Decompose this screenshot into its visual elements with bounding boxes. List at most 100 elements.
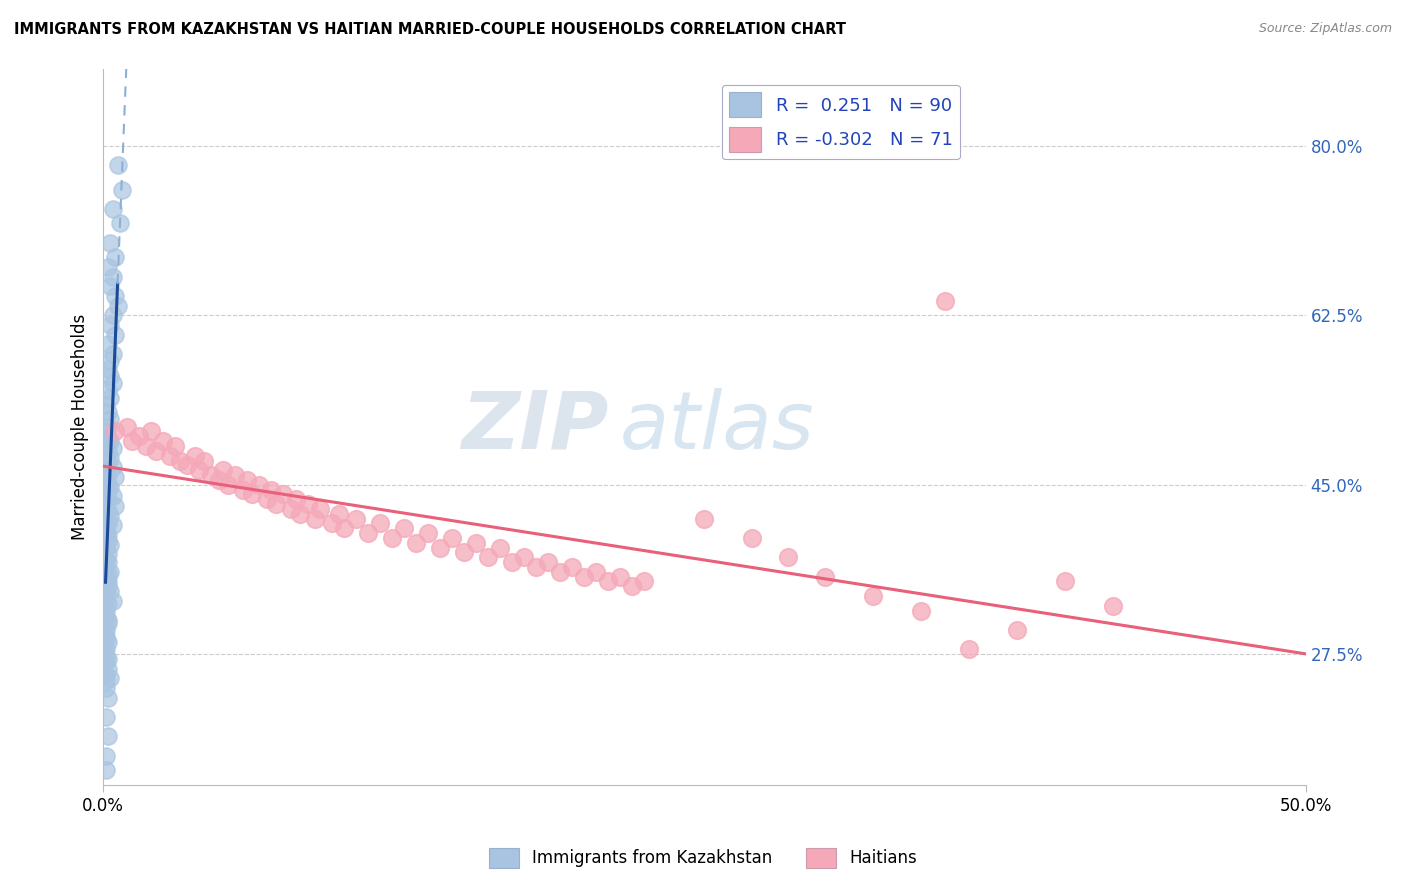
Point xyxy=(101,441,124,455)
Point xyxy=(104,327,127,342)
Point xyxy=(98,671,121,685)
Point xyxy=(1005,623,1028,637)
Point xyxy=(152,434,174,449)
Point xyxy=(94,398,117,412)
Point xyxy=(115,419,138,434)
Point xyxy=(97,419,120,434)
Point xyxy=(308,502,330,516)
Point xyxy=(94,437,117,451)
Point xyxy=(328,507,350,521)
Point xyxy=(101,489,124,503)
Point xyxy=(501,555,523,569)
Point xyxy=(693,511,716,525)
Point xyxy=(621,579,644,593)
Point xyxy=(416,526,439,541)
Point xyxy=(290,507,312,521)
Point xyxy=(104,470,127,484)
Point xyxy=(94,591,117,605)
Point xyxy=(141,425,163,439)
Point xyxy=(477,550,499,565)
Point xyxy=(304,511,326,525)
Point xyxy=(240,487,263,501)
Point xyxy=(97,361,120,376)
Point xyxy=(94,681,117,695)
Point xyxy=(741,531,763,545)
Point xyxy=(381,531,404,545)
Point xyxy=(537,555,560,569)
Point xyxy=(321,516,343,531)
Point xyxy=(128,429,150,443)
Point xyxy=(107,158,129,172)
Point xyxy=(217,477,239,491)
Point xyxy=(94,528,117,542)
Point xyxy=(183,449,205,463)
Point xyxy=(392,521,415,535)
Point xyxy=(94,763,117,777)
Point xyxy=(94,630,117,644)
Point xyxy=(97,652,120,666)
Point xyxy=(169,453,191,467)
Point xyxy=(405,536,427,550)
Point xyxy=(94,497,117,511)
Point xyxy=(94,642,117,657)
Point xyxy=(97,533,120,548)
Point xyxy=(101,309,124,323)
Point xyxy=(97,662,120,676)
Point xyxy=(1053,574,1076,589)
Legend: Immigrants from Kazakhstan, Haitians: Immigrants from Kazakhstan, Haitians xyxy=(482,841,924,875)
Point xyxy=(249,477,271,491)
Point xyxy=(910,603,932,617)
Point xyxy=(256,492,278,507)
Point xyxy=(356,526,378,541)
Point xyxy=(94,623,117,637)
Point xyxy=(176,458,198,473)
Point xyxy=(94,560,117,574)
Point xyxy=(101,269,124,284)
Point xyxy=(97,480,120,494)
Point xyxy=(260,483,283,497)
Point xyxy=(97,555,120,569)
Point xyxy=(94,648,117,663)
Point xyxy=(94,461,117,475)
Point xyxy=(97,468,120,483)
Point xyxy=(98,584,121,599)
Point xyxy=(524,560,547,574)
Point xyxy=(97,613,120,627)
Point xyxy=(94,710,117,724)
Point xyxy=(297,497,319,511)
Point xyxy=(98,480,121,494)
Text: atlas: atlas xyxy=(620,388,815,466)
Point xyxy=(97,405,120,419)
Point xyxy=(207,473,229,487)
Point xyxy=(280,502,302,516)
Point xyxy=(94,603,117,617)
Point xyxy=(264,497,287,511)
Point xyxy=(94,553,117,567)
Point xyxy=(94,655,117,669)
Point xyxy=(97,492,120,507)
Point xyxy=(453,545,475,559)
Point xyxy=(97,690,120,705)
Point xyxy=(101,347,124,361)
Point xyxy=(368,516,391,531)
Point xyxy=(104,425,127,439)
Point xyxy=(108,216,131,230)
Point xyxy=(159,449,181,463)
Point xyxy=(98,391,121,405)
Point xyxy=(94,632,117,647)
Point xyxy=(513,550,536,565)
Point xyxy=(97,337,120,351)
Point xyxy=(561,560,583,574)
Point xyxy=(572,569,595,583)
Text: Source: ZipAtlas.com: Source: ZipAtlas.com xyxy=(1258,22,1392,36)
Point xyxy=(94,573,117,587)
Point xyxy=(94,473,117,487)
Point xyxy=(429,541,451,555)
Point xyxy=(101,460,124,475)
Point xyxy=(97,443,120,458)
Point xyxy=(97,516,120,531)
Point xyxy=(609,569,631,583)
Point xyxy=(121,434,143,449)
Point xyxy=(344,511,367,525)
Point xyxy=(97,574,120,589)
